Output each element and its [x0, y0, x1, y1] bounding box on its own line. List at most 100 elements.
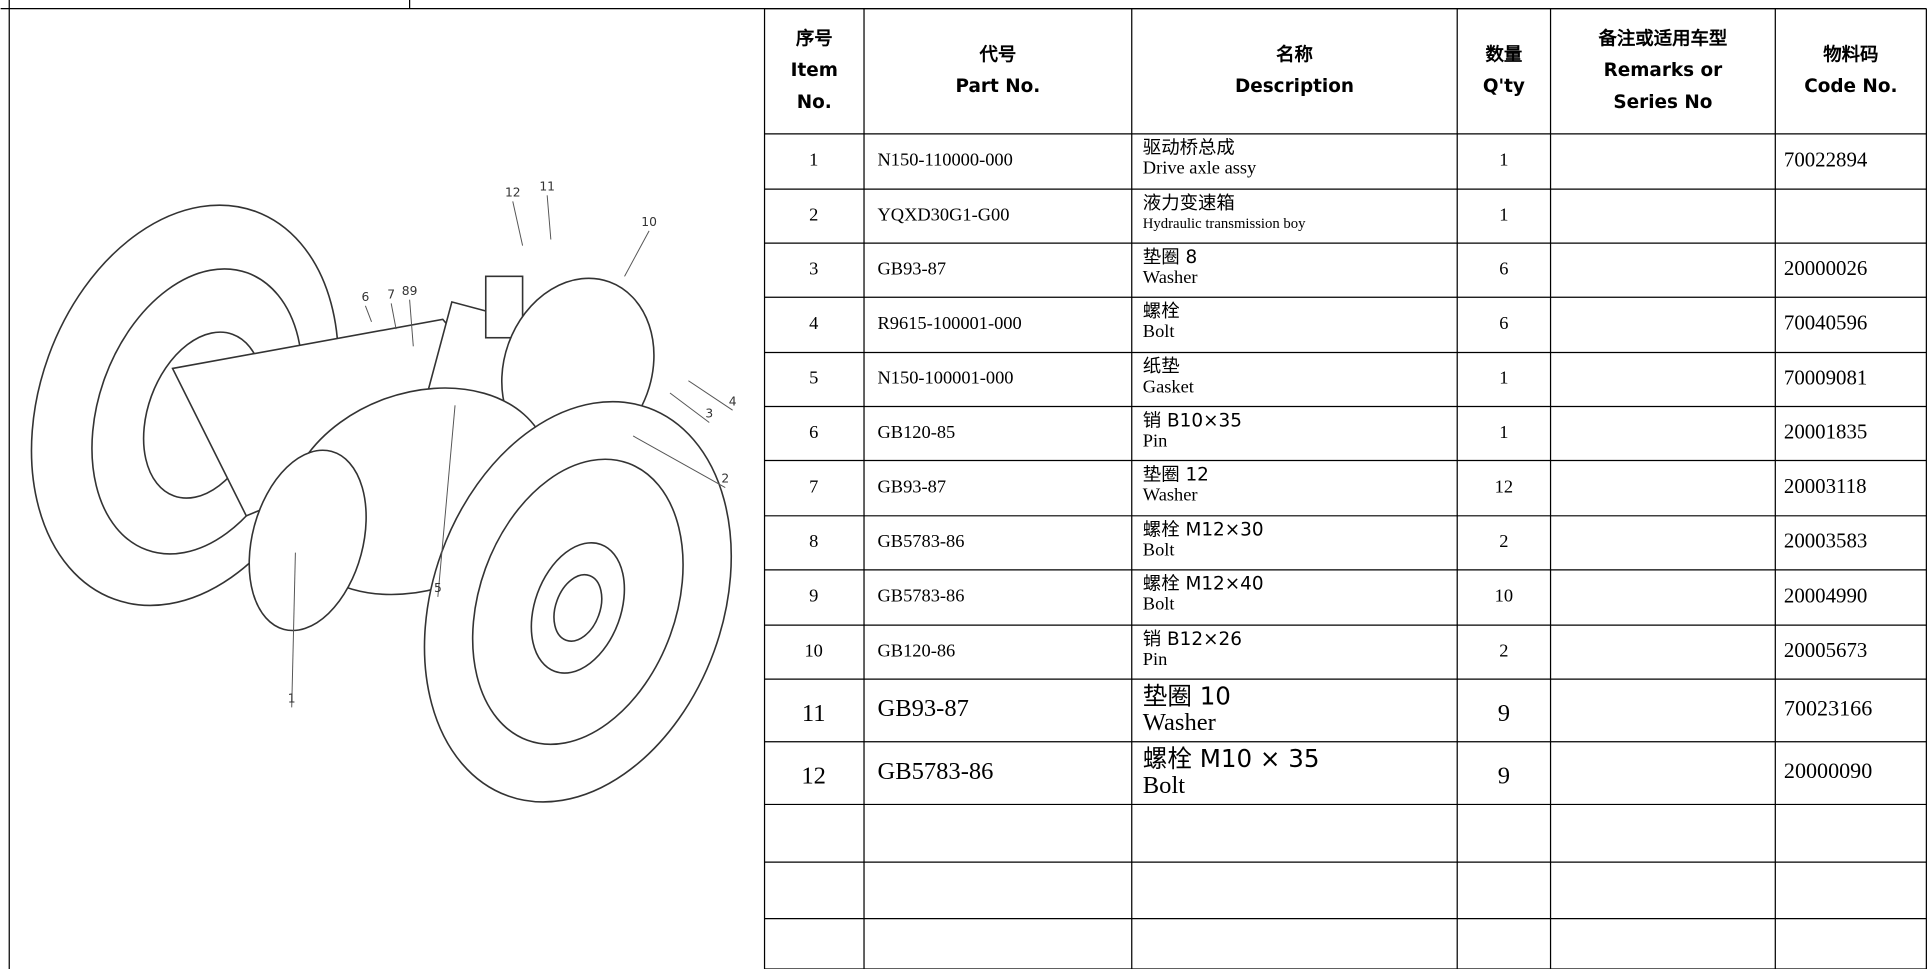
leader-line [512, 201, 524, 246]
part-no: GB5783-86 [878, 758, 994, 785]
part-no: GB93-87 [878, 258, 947, 278]
name-cn: 螺栓 M10 × 35 [1143, 744, 1320, 773]
header-text: Series No [1613, 92, 1712, 113]
qty: 9 [1498, 700, 1510, 727]
name-en: Washer [1143, 267, 1198, 287]
name-en: Washer [1143, 484, 1198, 504]
name-cn: 垫圈 12 [1143, 464, 1209, 485]
callout-label: 2 [721, 472, 729, 486]
header-text: 物料码 [1823, 43, 1878, 65]
callout-label: 89 [402, 284, 418, 298]
qty: 9 [1498, 763, 1510, 790]
callout-label: 4 [729, 394, 737, 408]
code-no: 20003118 [1784, 474, 1867, 498]
part-no: GB93-87 [878, 476, 947, 496]
name-en: Drive axle assy [1143, 158, 1257, 178]
code-no: 70040596 [1784, 311, 1867, 335]
name-en: Gasket [1143, 376, 1194, 396]
item-no: 3 [809, 258, 818, 278]
part-no: GB5783-86 [878, 586, 965, 606]
item-no: 10 [804, 640, 822, 660]
header-text: 序号 [796, 27, 833, 49]
callout-label: 10 [641, 215, 657, 229]
part-no: YQXD30G1-G00 [878, 204, 1010, 224]
item-no: 8 [809, 531, 818, 551]
leader-line [546, 195, 552, 240]
qty: 6 [1499, 313, 1508, 333]
callout-label: 12 [505, 186, 521, 200]
qty: 1 [1499, 150, 1508, 170]
callout-label: 1 [288, 691, 296, 705]
leader-line [632, 435, 726, 488]
name-cn: 螺栓 M12×40 [1143, 574, 1264, 595]
name-en: Bolt [1143, 321, 1175, 341]
name-cn: 垫圈 10 [1143, 682, 1231, 711]
code-no: 20005673 [1784, 638, 1867, 662]
code-no: 70022894 [1784, 147, 1868, 171]
item-no: 6 [809, 422, 818, 442]
part-no: GB5783-86 [878, 531, 965, 551]
code-no: 70009081 [1784, 365, 1867, 389]
header-text: No. [797, 92, 832, 113]
header-text: Description [1235, 76, 1354, 97]
part-no: GB120-85 [878, 422, 956, 442]
code-no: 20000026 [1784, 256, 1867, 280]
leader-line [364, 305, 372, 322]
code-no: 20003583 [1784, 529, 1867, 553]
callout-label: 3 [705, 407, 713, 421]
code-no: 20000090 [1784, 758, 1872, 783]
item-no: 4 [809, 313, 818, 333]
parts-table: 序号 Item No. 代号 Part No. 名称 Description 数量 Q'ty 备注… [763, 7, 1927, 969]
part-no: R9615-100001-000 [878, 313, 1022, 333]
qty: 6 [1499, 258, 1508, 278]
name-cn: 螺栓 M12×30 [1143, 520, 1264, 541]
name-cn: 销 B12×26 [1143, 629, 1242, 650]
name-en: Bolt [1143, 594, 1175, 614]
name-cn: 驱动桥总成 [1143, 138, 1235, 159]
name-cn: 垫圈 8 [1143, 247, 1197, 268]
header-text: 备注或适用车型 [1598, 27, 1728, 49]
part-no: GB93-87 [878, 695, 969, 722]
part-no: GB120-86 [878, 640, 956, 660]
qty: 10 [1495, 586, 1513, 606]
part-no: N150-100001-000 [878, 368, 1014, 388]
item-no: 1 [809, 150, 818, 170]
item-no: 5 [809, 368, 818, 388]
callout-label: 6 [361, 290, 369, 304]
item-no: 11 [802, 700, 826, 727]
name-cn: 液力变速箱 [1143, 193, 1235, 214]
name-cn: 纸垫 [1143, 356, 1180, 377]
header-text: Code No. [1804, 76, 1897, 97]
item-no: 2 [809, 204, 818, 224]
leader-line [390, 303, 397, 330]
part-no: N150-110000-000 [878, 150, 1013, 170]
qty: 2 [1499, 531, 1508, 551]
leader-line [624, 230, 650, 277]
header-text: Q'ty [1483, 76, 1525, 97]
leader-line [409, 299, 414, 347]
header-text: 数量 [1485, 43, 1522, 65]
item-no: 7 [809, 476, 818, 496]
name-en: Bolt [1143, 772, 1185, 799]
leader-line [669, 392, 710, 423]
qty: 1 [1499, 422, 1508, 442]
code-no: 20001835 [1784, 419, 1867, 443]
callout-label: 11 [539, 179, 555, 193]
name-en: Pin [1143, 430, 1168, 450]
qty: 12 [1495, 476, 1513, 496]
item-no: 9 [809, 586, 818, 606]
item-no: 12 [801, 763, 826, 790]
name-en: Pin [1143, 649, 1168, 669]
header-text: Part No. [956, 76, 1041, 97]
qty: 2 [1499, 640, 1508, 660]
callout-label: 5 [434, 581, 442, 595]
header-text: 代号 [978, 44, 1016, 65]
code-no: 70023166 [1784, 696, 1872, 721]
axle-end [248, 449, 367, 632]
leader-line [688, 380, 733, 411]
name-cn: 销 B10×35 [1143, 410, 1242, 431]
qty: 1 [1499, 368, 1508, 388]
right-hub-center [553, 573, 603, 642]
qty: 1 [1499, 204, 1508, 224]
name-en: Washer [1143, 709, 1216, 736]
